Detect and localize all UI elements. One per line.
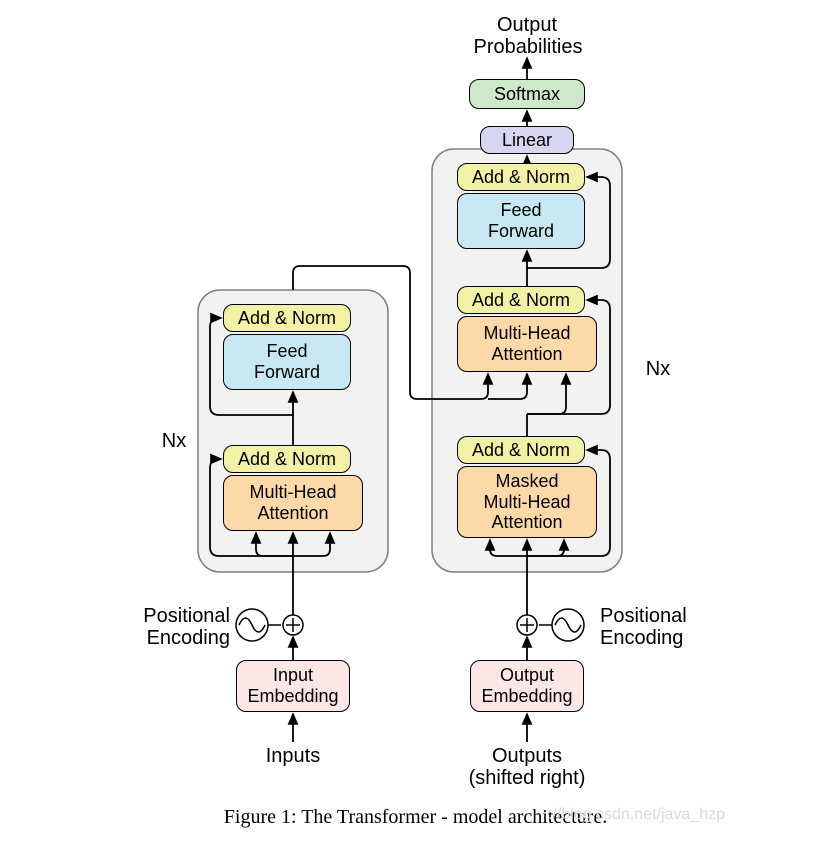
enc-mha-label2: Attention (257, 503, 328, 524)
softmax-label: Softmax (494, 84, 560, 105)
dec-masked-mha-block: Masked Multi-Head Attention (457, 466, 597, 538)
enc-mha-block: Multi-Head Attention (223, 475, 363, 531)
pe-icon-right (552, 609, 584, 641)
enc-addnorm0-block: Add & Norm (223, 445, 351, 473)
out-emb-label1: Output (500, 665, 554, 686)
enc-mha-label1: Multi-Head (249, 482, 336, 503)
arrow-dec-in-v (527, 540, 564, 556)
nx-right-label: Nx (638, 358, 678, 381)
outputs-label1: Outputs (486, 745, 568, 768)
dec-addnorm0-block: Add & Norm (457, 436, 585, 464)
dec-ff-label2: Forward (488, 221, 554, 242)
pe-right-label1: Positional (600, 605, 710, 628)
inp-emb-label1: Input (273, 665, 313, 686)
output-prob-label2: Probabilities (458, 36, 598, 59)
dec-addnorm0-label: Add & Norm (472, 440, 570, 461)
dec-addnorm1-label: Add & Norm (472, 290, 570, 311)
arrow-dec-q (527, 374, 566, 414)
inputs-label: Inputs (256, 745, 330, 768)
nx-left-label: Nx (154, 430, 194, 453)
input-embedding-block: Input Embedding (236, 660, 350, 712)
diagram-svg (0, 0, 831, 846)
dec-masked-label2: Multi-Head (483, 492, 570, 513)
dec-ff-label1: Feed (500, 200, 541, 221)
dec-addnorm2-block: Add & Norm (457, 163, 585, 191)
dec-mha-block: Multi-Head Attention (457, 316, 597, 372)
arrow-enc-in-q (256, 533, 293, 556)
softmax-block: Softmax (469, 79, 585, 109)
linear-block: Linear (480, 126, 574, 154)
dec-masked-label1: Masked (495, 471, 558, 492)
diagram-canvas: Softmax Linear Add & Norm Feed Forward A… (0, 0, 831, 846)
output-prob-label1: Output (476, 14, 578, 37)
pe-left-label1: Positional (120, 605, 230, 628)
enc-addnorm0-label: Add & Norm (238, 449, 336, 470)
enc-ff-label2: Forward (254, 362, 320, 383)
output-embedding-block: Output Embedding (470, 660, 584, 712)
dec-addnorm1-block: Add & Norm (457, 286, 585, 314)
enc-addnorm1-block: Add & Norm (223, 304, 351, 332)
dec-mha-label1: Multi-Head (483, 323, 570, 344)
plus-node-right (517, 615, 537, 635)
dec-mha-label2: Attention (491, 344, 562, 365)
enc-addnorm1-label: Add & Norm (238, 308, 336, 329)
pe-right-label2: Encoding (600, 627, 710, 650)
plus-node-left (283, 615, 303, 635)
arrow-encout-k (488, 374, 527, 399)
linear-label: Linear (502, 130, 552, 151)
inp-emb-label2: Embedding (247, 686, 338, 707)
out-emb-label2: Embedding (481, 686, 572, 707)
outputs-label2: (shifted right) (460, 767, 594, 790)
enc-ff-block: Feed Forward (223, 334, 351, 390)
pe-icon-left (236, 609, 268, 641)
enc-ff-label1: Feed (266, 341, 307, 362)
dec-ff-block: Feed Forward (457, 193, 585, 249)
dec-addnorm2-label: Add & Norm (472, 167, 570, 188)
pe-left-label2: Encoding (120, 627, 230, 650)
arrow-enc-in-v (293, 533, 330, 556)
arrow-dec-in-q (490, 540, 527, 556)
watermark-text: ://blog.csdn.net/java_hzp (548, 806, 725, 824)
dec-masked-label3: Attention (491, 512, 562, 533)
